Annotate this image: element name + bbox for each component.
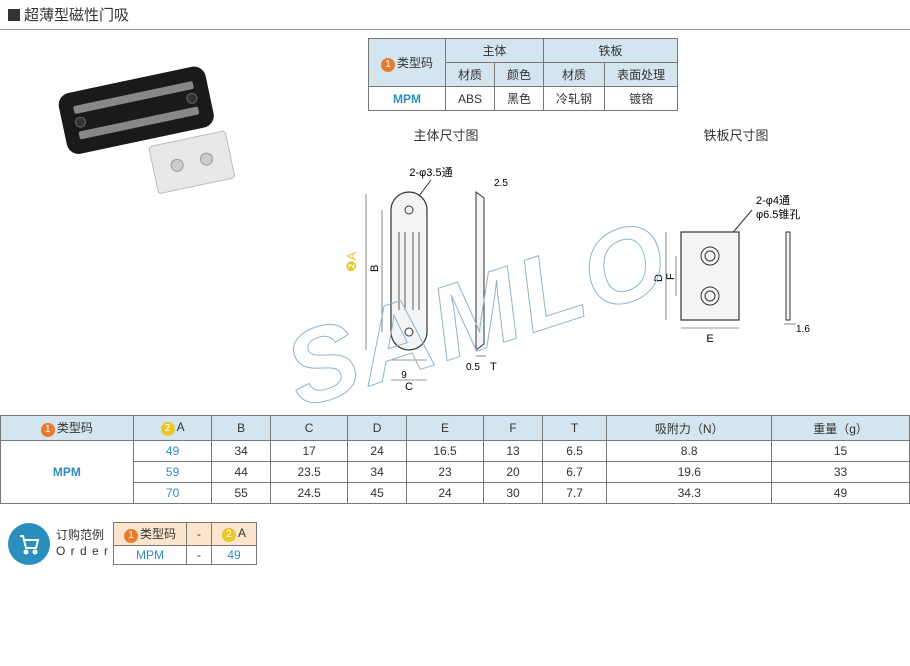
- spec-code: MPM: [369, 87, 446, 111]
- body-diagram: 主体尺寸图 2-φ3.5通 ❷A B: [296, 125, 596, 395]
- mt-cell: 34: [212, 441, 270, 462]
- mt-cell: 55: [212, 483, 270, 504]
- spec-platemat: 冷轧钢: [544, 87, 605, 111]
- svg-text:D: D: [653, 274, 665, 282]
- order-code: MPM: [114, 546, 187, 565]
- body-diag-title: 主体尺寸图: [296, 125, 596, 144]
- spec-bodymat: ABS: [446, 87, 495, 111]
- svg-text:9: 9: [401, 370, 407, 381]
- product-photo: [8, 38, 288, 218]
- mt-h2: B: [212, 416, 270, 441]
- mt-h3: C: [270, 416, 348, 441]
- svg-text:C: C: [405, 381, 413, 392]
- spec-table: 1类型码 主体 铁板 材质 颜色 材质 表面处理 MPM ABS 黑色 冷轧钢 …: [368, 38, 678, 111]
- spec-th-surf: 表面处理: [605, 63, 678, 87]
- diagram-row: 主体尺寸图 2-φ3.5通 ❷A B: [288, 125, 854, 395]
- spec-platesurf: 镀铬: [605, 87, 678, 111]
- mt-h7: T: [542, 416, 607, 441]
- hole4-label: 2-φ4通: [756, 194, 790, 207]
- plate-diagram: 铁板尺寸图 2-φ4通 φ6.5锥孔 D F: [626, 125, 846, 395]
- mt-cell: 16.5: [406, 441, 484, 462]
- main-dimension-table: 1类型码 2A B C D E F T 吸附力（N） 重量（g） MPM4934…: [0, 415, 910, 504]
- mt-cell: 19.6: [607, 462, 772, 483]
- mt-h0: 1类型码: [1, 416, 134, 441]
- mt-cell: 49: [772, 483, 910, 504]
- badge-1: 1: [381, 58, 395, 72]
- mt-h1: 2A: [133, 416, 212, 441]
- svg-text:1.6: 1.6: [796, 324, 810, 335]
- title-bar: 超薄型磁性门吸: [0, 0, 910, 30]
- mt-cell: 7.7: [542, 483, 607, 504]
- mt-h5: E: [406, 416, 484, 441]
- mt-cell: 13: [484, 441, 542, 462]
- mt-cell: 49: [133, 441, 212, 462]
- spec-th-color: 颜色: [495, 63, 544, 87]
- top-section: 1类型码 主体 铁板 材质 颜色 材质 表面处理 MPM ABS 黑色 冷轧钢 …: [0, 30, 910, 403]
- mt-h6: F: [484, 416, 542, 441]
- mt-cell: 33: [772, 462, 910, 483]
- spec-th-type: 1类型码: [369, 39, 446, 87]
- svg-text:0.5: 0.5: [466, 362, 480, 373]
- svg-text:2.5: 2.5: [494, 178, 508, 189]
- order-label: 订购范例 O r d e r: [56, 528, 109, 559]
- mt-cell: 17: [270, 441, 348, 462]
- order-table: 1类型码 - 2A MPM - 49: [113, 522, 257, 565]
- order-dash2: -: [187, 546, 212, 565]
- order-th-a: 2A: [212, 523, 257, 546]
- mt-h9: 重量（g）: [772, 416, 910, 441]
- mt-cell: 20: [484, 462, 542, 483]
- mt-cell: 34.3: [607, 483, 772, 504]
- sink65-label: φ6.5锥孔: [756, 208, 800, 221]
- plate-diag-title: 铁板尺寸图: [626, 125, 846, 144]
- cart-icon: [8, 523, 50, 565]
- title-square: [8, 9, 20, 21]
- mt-cell: 59: [133, 462, 212, 483]
- svg-text:B: B: [369, 265, 381, 272]
- page-title: 超薄型磁性门吸: [24, 4, 129, 25]
- mt-cell: 15: [772, 441, 910, 462]
- spec-th-mat2: 材质: [544, 63, 605, 87]
- spec-th-mat1: 材质: [446, 63, 495, 87]
- hole35-label: 2-φ3.5通: [409, 166, 452, 179]
- order-th-dash: -: [187, 523, 212, 546]
- spec-table-wrap: 1类型码 主体 铁板 材质 颜色 材质 表面处理 MPM ABS 黑色 冷轧钢 …: [288, 38, 854, 395]
- mt-cell: 23.5: [270, 462, 348, 483]
- mt-cell: 45: [348, 483, 406, 504]
- mt-typecode: MPM: [1, 441, 134, 504]
- spec-th-body: 主体: [446, 39, 544, 63]
- mt-cell: 70: [133, 483, 212, 504]
- mt-h4: D: [348, 416, 406, 441]
- spec-th-plate: 铁板: [544, 39, 678, 63]
- mt-cell: 30: [484, 483, 542, 504]
- mt-cell: 23: [406, 462, 484, 483]
- mt-cell: 24.5: [270, 483, 348, 504]
- mt-cell: 6.5: [542, 441, 607, 462]
- mt-cell: 24: [348, 441, 406, 462]
- svg-text:T: T: [490, 361, 497, 373]
- spec-bodycolor: 黑色: [495, 87, 544, 111]
- mt-cell: 24: [406, 483, 484, 504]
- svg-text:E: E: [706, 333, 713, 345]
- svg-text:F: F: [665, 273, 677, 280]
- mt-cell: 8.8: [607, 441, 772, 462]
- mt-h8: 吸附力（N）: [607, 416, 772, 441]
- mt-cell: 6.7: [542, 462, 607, 483]
- mt-cell: 44: [212, 462, 270, 483]
- order-example: 订购范例 O r d e r 1类型码 - 2A MPM - 49: [8, 522, 902, 565]
- mt-cell: 34: [348, 462, 406, 483]
- order-aval: 49: [212, 546, 257, 565]
- order-th-type: 1类型码: [114, 523, 187, 546]
- svg-text:❷A: ❷A: [344, 251, 359, 272]
